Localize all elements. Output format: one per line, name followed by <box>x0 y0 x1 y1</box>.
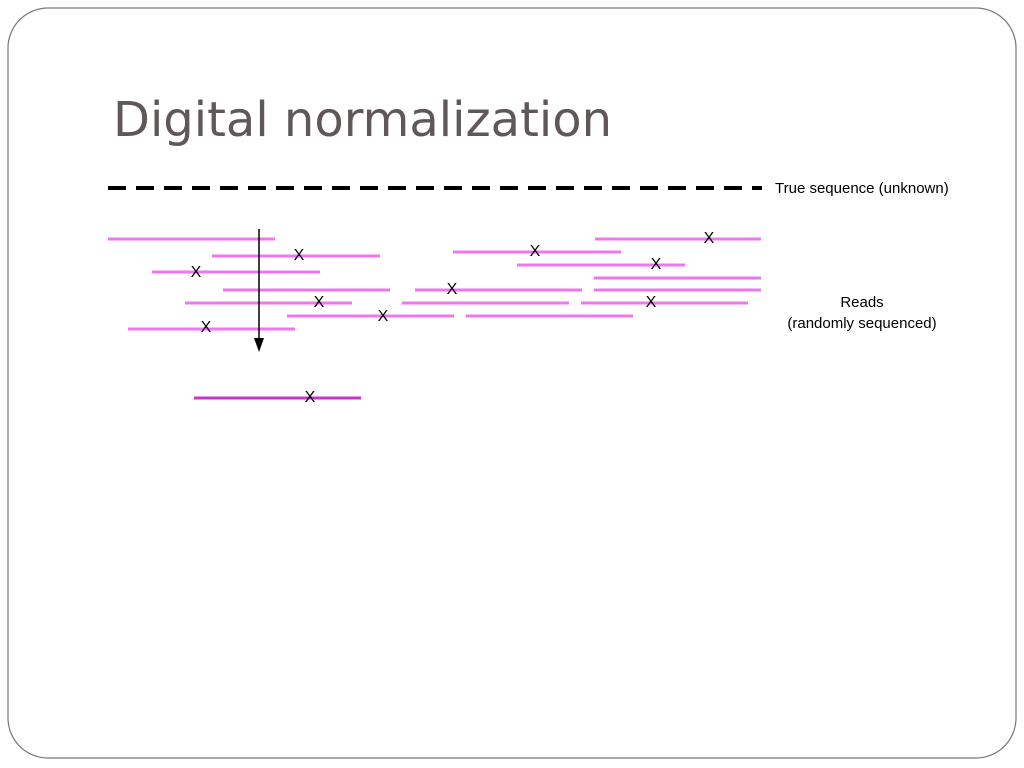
title: Digital normalization <box>113 92 612 148</box>
slide-border <box>7 7 1017 759</box>
error-mark: X <box>191 264 202 281</box>
reads-label: (randomly sequenced) <box>787 315 936 332</box>
error-mark: X <box>646 294 657 311</box>
error-mark: X <box>447 281 458 298</box>
error-mark: X <box>314 294 325 311</box>
error-mark: X <box>305 389 316 406</box>
reads <box>108 237 761 331</box>
error-mark: X <box>704 230 715 247</box>
error-mark: X <box>530 243 541 260</box>
reads-label: Reads <box>840 294 883 311</box>
error-mark: X <box>294 247 305 264</box>
error-mark: X <box>378 308 389 325</box>
error-mark: X <box>651 256 662 273</box>
arrow-head <box>254 338 264 352</box>
error-mark: X <box>201 319 212 336</box>
true-sequence-label: True sequence (unknown) <box>775 180 949 197</box>
